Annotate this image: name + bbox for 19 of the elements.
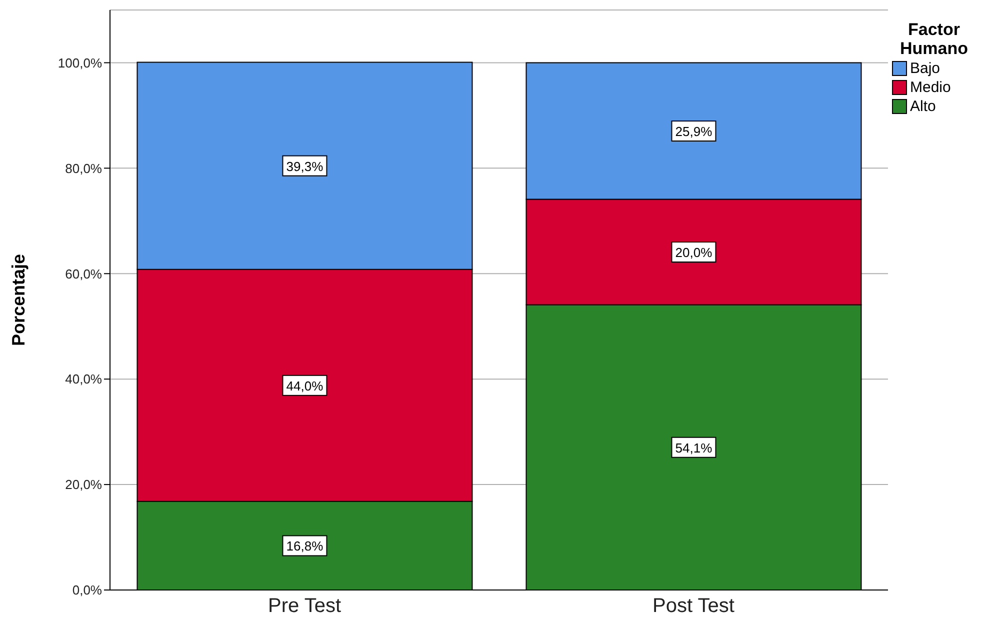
x-tick-label: Post Test	[652, 595, 735, 618]
data-label: 39,3%	[286, 158, 324, 174]
y-axis-title: Porcentaje	[8, 254, 28, 346]
legend-title: Factor Humano	[899, 20, 969, 58]
data-label: 54,1%	[675, 440, 713, 456]
data-label: 20,0%	[675, 245, 713, 260]
y-tick-label: 0,0%	[72, 582, 102, 598]
legend-label: Bajo	[910, 60, 940, 77]
data-label: 16,8%	[286, 538, 324, 554]
y-tick-label: 40,0%	[65, 372, 102, 387]
y-tick-label: 100,0%	[58, 55, 102, 70]
y-tick-label: 20,0%	[65, 477, 102, 492]
x-tick-label: Pre Test	[268, 595, 342, 618]
legend-label: Medio	[910, 79, 951, 96]
data-label: 44,0%	[286, 378, 324, 394]
y-tick-label: 60,0%	[65, 266, 102, 282]
y-tick-label: 80,0%	[65, 160, 102, 176]
data-label: 25,9%	[675, 124, 713, 140]
legend-label: Alto	[910, 98, 936, 115]
